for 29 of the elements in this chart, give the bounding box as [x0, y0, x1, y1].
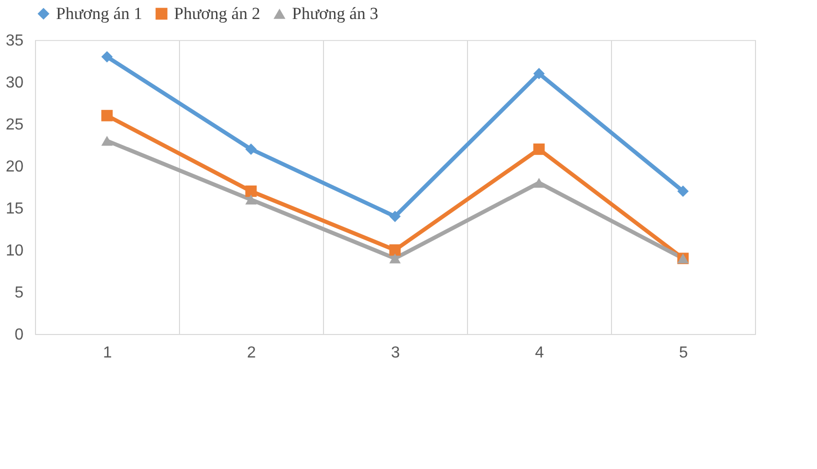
point [101, 136, 113, 146]
point [389, 244, 401, 256]
legend-label: Phương án 3 [292, 4, 378, 23]
x-tick-label: 2 [247, 344, 256, 362]
point [533, 144, 545, 155]
point [677, 186, 689, 197]
legend-label: Phương án 2 [174, 4, 260, 23]
point [389, 210, 401, 222]
x-tick-label: 3 [391, 344, 400, 362]
x-tick-label: 4 [535, 344, 544, 362]
point [533, 68, 545, 80]
y-tick-label: 10 [6, 242, 24, 260]
point [533, 178, 545, 188]
x-tick-label: 1 [103, 344, 112, 362]
point [101, 51, 113, 62]
point [245, 144, 257, 155]
point [389, 253, 401, 264]
x-tick-label: 5 [679, 344, 688, 362]
y-tick-label: 15 [6, 200, 24, 218]
point [245, 186, 257, 197]
y-tick-label: 35 [6, 32, 24, 50]
y-tick-label: 30 [6, 74, 24, 92]
y-tick-label: 25 [6, 116, 24, 134]
y-tick-label: 0 [14, 326, 24, 344]
y-tick-label: 20 [6, 158, 24, 176]
y-tick-label: 5 [14, 284, 24, 302]
point [101, 110, 113, 122]
point [245, 194, 257, 205]
legend-label: Phương án 1 [56, 4, 142, 23]
